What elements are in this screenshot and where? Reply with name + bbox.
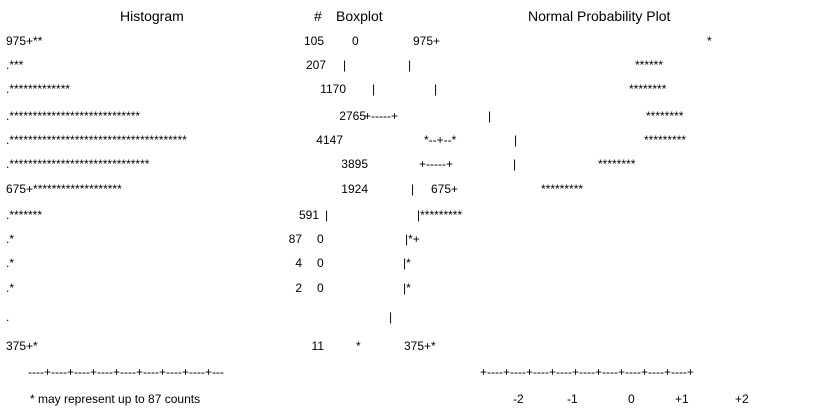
boxplot-row: | <box>411 182 415 196</box>
boxplot-row: * <box>356 339 361 353</box>
npp-row: ********* <box>541 182 584 196</box>
histogram-row: .* <box>6 281 15 295</box>
npp-row: ******** <box>598 157 636 171</box>
boxplot-axis-mark: | <box>389 310 393 324</box>
histogram-row: 975+** <box>6 34 43 48</box>
npp-tick-label: -2 <box>513 392 524 406</box>
npp-tick-label: 0 <box>628 392 635 406</box>
histogram-row: . <box>6 310 10 324</box>
histogram-row: .************************************** <box>6 133 187 147</box>
boxplot-row: +-----+ <box>364 109 398 123</box>
npp-row: ********* <box>644 133 687 147</box>
npp-row: ******** <box>629 82 667 96</box>
count-value: 3895 <box>341 157 368 171</box>
count-value: 1170 <box>320 82 346 96</box>
boxplot-axis-mark: |********* <box>417 208 463 222</box>
boxplot-row: 0 <box>317 232 324 246</box>
count-value: 207 <box>305 58 326 72</box>
count-value: 2 <box>295 281 302 295</box>
histogram-axis: ----+----+----+----+----+----+----+----+… <box>28 365 224 379</box>
boxplot-axis-mark: 675+ <box>431 182 459 196</box>
count-value: 1924 <box>341 182 368 196</box>
histogram-row: .**************************** <box>6 109 141 123</box>
npp-row: * <box>707 34 712 48</box>
boxplot-title: Boxplot <box>336 8 383 24</box>
histogram-row: .* <box>6 232 15 246</box>
boxplot-row: 0 <box>352 34 359 48</box>
histogram-row: .*** <box>6 58 24 72</box>
npp-title: Normal Probability Plot <box>528 8 671 24</box>
npp-tick-label: +1 <box>675 392 689 406</box>
histogram-row: 375+* <box>6 339 38 353</box>
count-value: 105 <box>303 34 324 48</box>
count-value: 2765 <box>339 109 366 123</box>
footnote: * may represent up to 87 counts <box>30 392 201 406</box>
histogram-row: .************* <box>6 82 71 96</box>
boxplot-row: 0 <box>317 281 324 295</box>
boxplot-axis-mark: 975+ <box>413 34 441 48</box>
count-value: 87 <box>288 232 302 246</box>
npp-tick-label: -1 <box>567 392 578 406</box>
histogram-row: .****************************** <box>6 157 150 171</box>
boxplot-row: | <box>343 58 347 72</box>
boxplot-axis-mark: 375+* <box>404 339 436 353</box>
count-value: 11 <box>311 339 324 353</box>
npp-tick-label: +2 <box>735 392 749 406</box>
boxplot-row: +-----+ <box>419 157 453 171</box>
boxplot-axis-mark: |* <box>403 256 411 270</box>
boxplot-axis-mark: | <box>434 82 438 96</box>
count-value: 4 <box>295 256 302 270</box>
histogram-row: .******* <box>6 208 43 222</box>
boxplot-axis-mark: | <box>408 58 412 72</box>
boxplot-axis-mark: | <box>514 133 518 147</box>
histogram-row: .* <box>6 256 15 270</box>
boxplot-row: | <box>372 82 376 96</box>
boxplot-axis-mark: |*+ <box>405 232 420 246</box>
npp-row: ****** <box>635 58 664 72</box>
npp-axis: +----+----+----+----+----+----+----+----… <box>480 365 694 379</box>
npp-row: ******** <box>646 109 684 123</box>
boxplot-row: *--+--* <box>424 133 457 147</box>
boxplot-row: | <box>325 208 329 222</box>
count-value: 591 <box>298 208 319 222</box>
histogram-title: Histogram <box>120 8 184 24</box>
boxplot-axis-mark: |* <box>403 281 411 295</box>
boxplot-row: 0 <box>317 256 324 270</box>
boxplot-axis-mark: | <box>513 157 517 171</box>
count-value: 4147 <box>316 133 343 147</box>
boxplot-axis-mark: | <box>488 109 492 123</box>
histogram-row: 675+******************* <box>6 182 122 196</box>
count-header: # <box>314 8 322 24</box>
